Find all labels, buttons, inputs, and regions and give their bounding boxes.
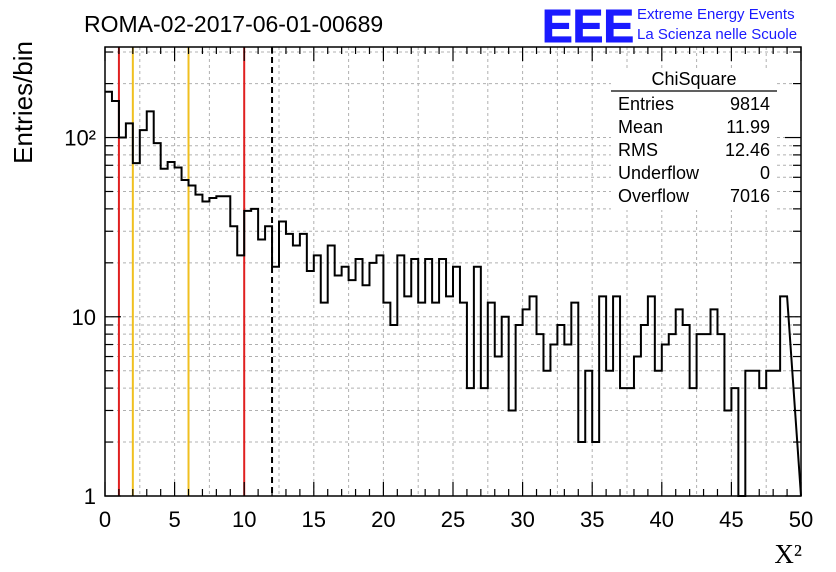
x-axis-label: X² [774,539,802,569]
x-tick-label: 10 [232,507,256,532]
stats-value-rms: 12.46 [725,140,770,160]
stats-value-mean: 11.99 [726,117,770,137]
stats-value-overflow: 7016 [730,186,770,206]
grid [104,47,802,496]
stats-label-mean: Mean [618,117,663,137]
stats-value-entries: 9814 [730,94,770,114]
stats-value-underflow: 0 [760,163,770,183]
histogram [105,90,802,497]
x-tick-label: 15 [302,507,326,532]
x-tick-label: 40 [650,507,674,532]
logo-letters: EEE [542,0,634,52]
stats-label-underflow: Underflow [618,163,700,183]
logo-line1: Extreme Energy Events [637,6,795,23]
histogram-outline [105,90,802,497]
stats-label-entries: Entries [618,94,674,114]
x-tick-label: 30 [510,507,534,532]
y-tick-label: 1 [84,484,96,509]
eee-logo: EEE Extreme Energy Events La Scienza nel… [542,0,798,53]
tick-labels: 0 5 10 15 20 25 30 35 40 45 50 1 10 10² [64,126,813,532]
logo-line2: La Scienza nelle Scuole [637,26,797,43]
stats-box: ChiSquare Entries 9814 Mean 11.99 RMS 12… [611,68,777,210]
y-tick-label: 10² [64,126,96,151]
x-tick-label: 20 [371,507,395,532]
x-tick-label: 45 [719,507,743,532]
y-axis-label: Entries/bin [8,41,38,164]
x-tick-label: 0 [99,507,111,532]
x-tick-label: 50 [789,507,813,532]
chart-title: ROMA-02-2017-06-01-00689 [84,11,383,37]
x-tick-label: 35 [580,507,604,532]
x-tick-label: 5 [168,507,180,532]
stats-title: ChiSquare [651,69,736,89]
axis-ticks [104,47,802,497]
reference-lines [117,47,274,496]
y-tick-label: 10 [72,305,96,330]
stats-label-rms: RMS [618,140,658,160]
stats-label-overflow: Overflow [618,186,690,206]
x-tick-label: 25 [441,507,465,532]
